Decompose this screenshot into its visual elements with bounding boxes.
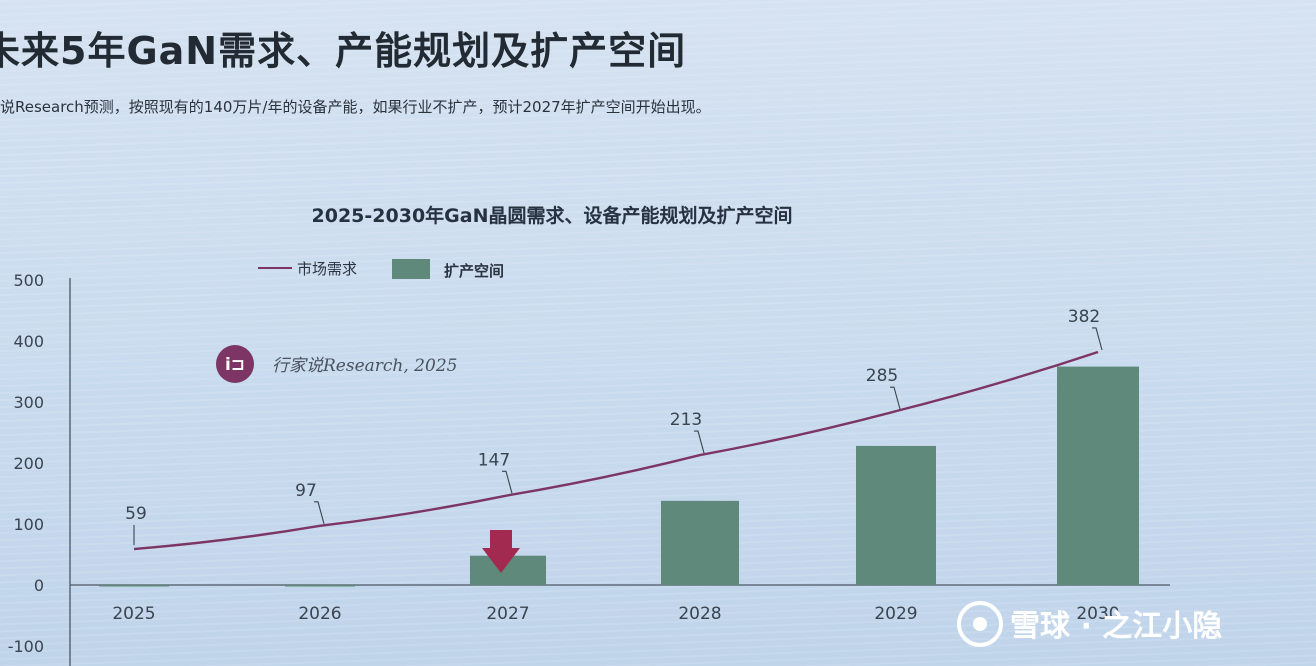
chart-axes: 500 400 300 200 100 0 -100 2025 2026 2027 2028 2029… (8, 271, 1170, 666)
x-tick-label: 2029 (874, 604, 917, 624)
xueqiu-watermark: 雪球 · 之江小隐 (957, 601, 1222, 647)
leader-line (694, 430, 705, 454)
leader-line (890, 386, 901, 410)
legend-label-demand: 市场需求 (297, 260, 357, 278)
y-tick-label: 0 (34, 576, 44, 595)
bar (285, 585, 355, 587)
leader-line (1092, 327, 1103, 351)
legend-bar-swatch (392, 259, 430, 279)
data-label: 147 (478, 450, 510, 470)
research-watermark: i⊐ 行家说Research, 2025 (216, 345, 457, 383)
y-tick-label: -100 (8, 637, 44, 656)
legend-label-expansion: 扩产空间 (444, 262, 504, 280)
xueqiu-logo-dot (973, 617, 987, 631)
y-tick-label: 300 (13, 393, 44, 412)
research-watermark-text: 行家说Research, 2025 (272, 356, 457, 376)
xueqiu-logo-icon (957, 601, 1003, 647)
bar (99, 585, 169, 587)
y-tick-label: 200 (13, 454, 44, 473)
demand-line (133, 350, 1099, 551)
data-label: 97 (295, 481, 317, 501)
x-tick-label: 2030 (1076, 604, 1119, 624)
xueqiu-watermark-text: 雪球 · 之江小隐 (1010, 609, 1222, 644)
leader-line (314, 501, 325, 524)
bar-series (99, 366, 1139, 587)
data-label: 213 (670, 410, 702, 430)
data-labels: 59 97 147 213 285 382 (125, 307, 1103, 546)
bar (661, 500, 739, 585)
y-tick-label: 400 (13, 332, 44, 351)
y-tick-label: 500 (13, 271, 44, 290)
research-logo-glyph: i⊐ (225, 355, 245, 375)
y-tick-label: 100 (13, 515, 44, 534)
x-tick-label: 2025 (112, 604, 155, 624)
chart-title: 2025-2030年GaN晶圆需求、设备产能规划及扩产空间 (312, 204, 793, 227)
bar (856, 445, 936, 585)
x-tick-label: 2026 (298, 604, 341, 624)
x-tick-label: 2028 (678, 604, 721, 624)
legend: 市场需求 扩产空间 (258, 259, 504, 280)
bar (1057, 366, 1139, 585)
down-arrow-icon (482, 530, 520, 573)
data-label: 59 (125, 504, 147, 524)
leader-line (502, 470, 513, 494)
page-title: 未来5年GaN需求、产能规划及扩产空间 (0, 29, 687, 73)
research-logo-icon (216, 345, 254, 383)
page-subtitle: 说Research预测，按照现有的140万片/年的设备产能，如果行业不扩产，预计… (0, 98, 711, 116)
down-arrow-annotation (482, 530, 520, 573)
x-tick-label: 2027 (486, 604, 529, 624)
data-label: 382 (1068, 307, 1100, 327)
data-label: 285 (866, 366, 898, 386)
demand-line-series (133, 350, 1099, 551)
